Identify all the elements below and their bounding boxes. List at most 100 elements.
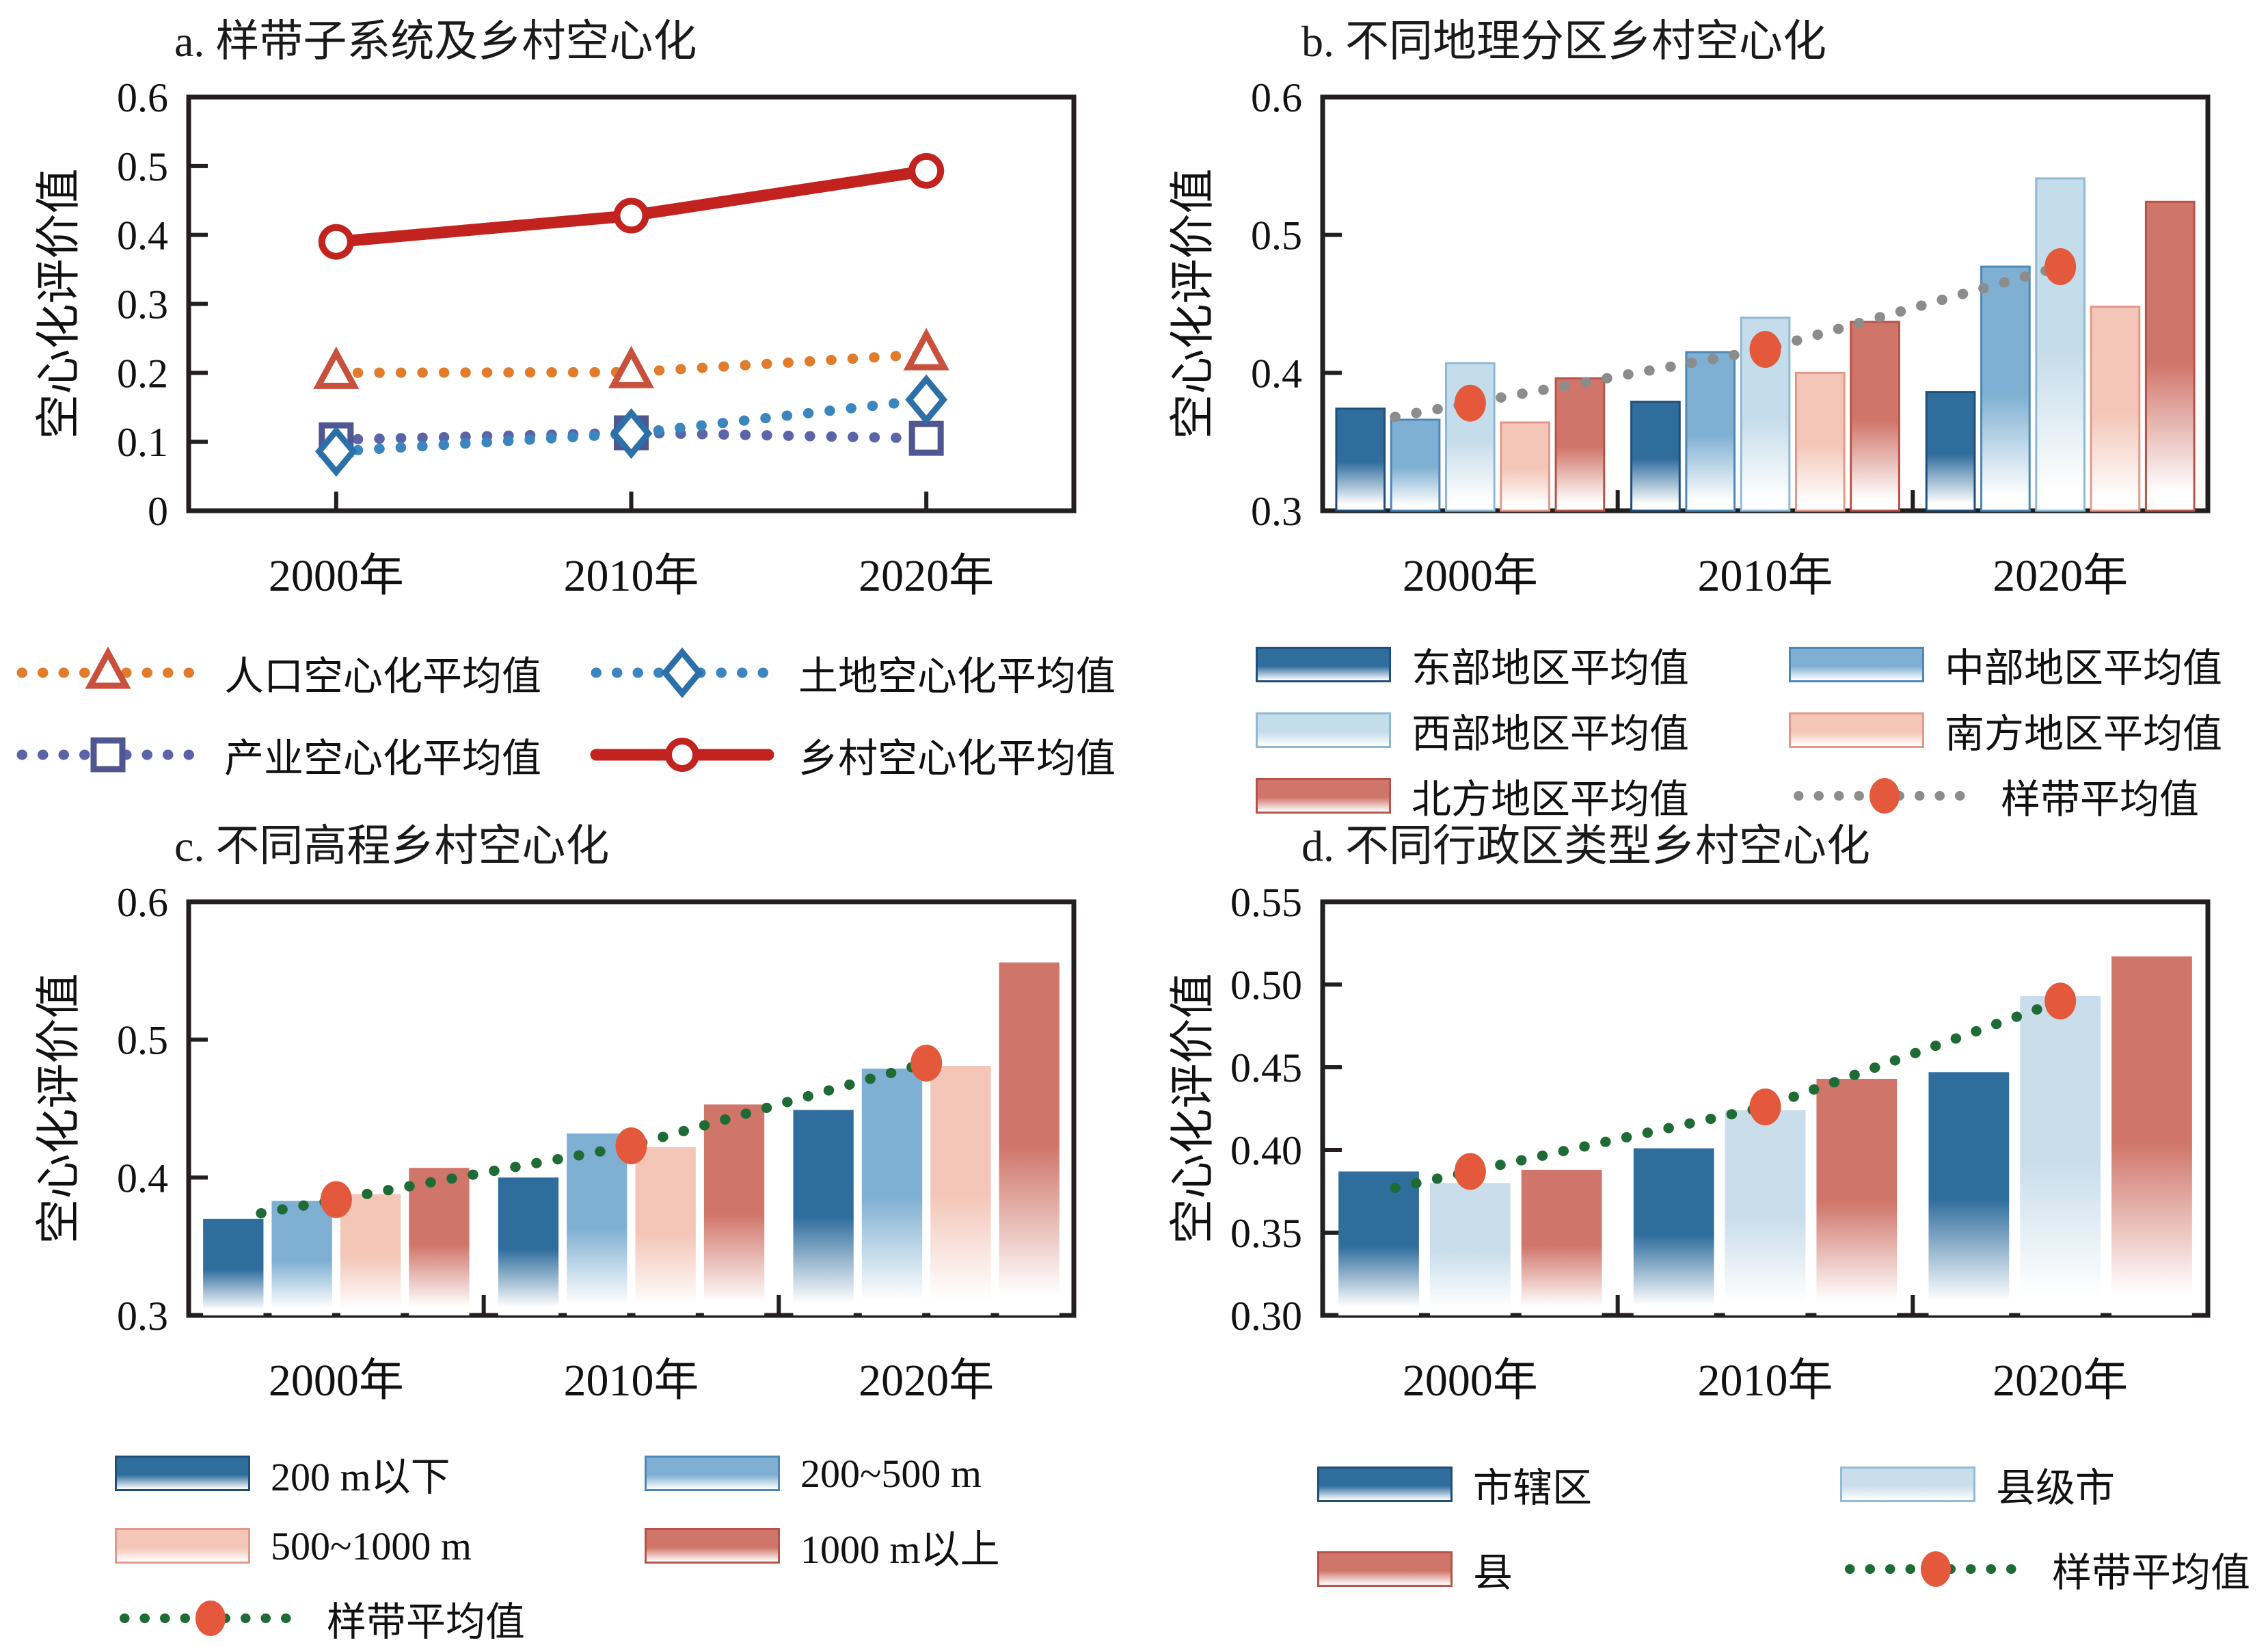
svg-text:0: 0 [148,489,168,534]
legend-item: 土地空心化平均值 [586,644,1134,701]
legend-item: 北方地区平均值 [1256,767,1789,825]
legend-label: 200 m以下 [271,1455,450,1500]
svg-text:0.6: 0.6 [1251,75,1302,120]
legend-label: 200~500 m [800,1451,982,1496]
dotted-line-square-swatch-icon [16,737,200,773]
svg-text:0.5: 0.5 [1251,213,1302,258]
panel-b-title: b. 不同地理分区乡村空心化 [1301,17,1826,66]
panel-c-legend: 200 m以下 200~500 m 500~1000 m 1000 m以上样带平均值 [115,1445,1134,1647]
legend-label: 500~1000 m [271,1523,472,1568]
legend-item: 样带平均值 [1789,767,2268,825]
legend-item: 市辖区 [1317,1456,1840,1513]
legend-item: 西部地区平均值 [1256,701,1789,759]
svg-text:0.55: 0.55 [1230,880,1302,925]
svg-text:0.3: 0.3 [117,1294,168,1339]
legend-label: 县级市 [1996,1466,2116,1511]
bar-swatch-icon [1256,647,1391,683]
legend-label: 东部地区平均值 [1412,646,1690,691]
legend-item: 200~500 m [645,1451,1134,1497]
legend-label: 产业空心化平均值 [224,736,542,781]
dotted-line-diamond-swatch-icon [591,647,774,699]
svg-text:2000年: 2000年 [269,1356,404,1406]
svg-text:0.1: 0.1 [117,420,168,466]
panel-d: d. 不同行政区类型乡村空心化 0.30 0.35 0.40 0.45 0.50 0.55… [1134,805,2268,1609]
panel-a-title: a. 样带子系统及乡村空心化 [174,17,697,66]
svg-text:2020年: 2020年 [859,551,994,601]
legend-label: 样带平均值 [2001,777,2200,822]
svg-text:空心化评价值: 空心化评价值 [1168,169,1218,440]
svg-text:0.50: 0.50 [1230,963,1302,1008]
svg-text:2000年: 2000年 [1403,551,1538,601]
svg-text:0.5: 0.5 [117,144,168,189]
legend-label: 北方地区平均值 [1412,777,1690,822]
svg-text:2000年: 2000年 [269,551,404,601]
panel-b-chart-svg: 0.3 0.4 0.5 0.6 2000年 2010年 2020年 空心化评价值 [1168,75,2211,601]
legend-item: 乡村空心化平均值 [586,726,1134,784]
legend-item: 样带平均值 [1840,1540,2268,1598]
legend-item: 县 [1317,1540,1840,1598]
legend-label: 西部地区平均值 [1412,712,1690,757]
dotted-line-dot-swatch-icon [1845,1551,2027,1588]
svg-text:0.4: 0.4 [1251,351,1302,397]
svg-text:0.4: 0.4 [117,213,168,258]
bar-swatch-icon [115,1456,250,1492]
panel-a-chart-svg: 0 0.1 0.2 0.3 0.4 0.5 0.6 2000年 2010年 2020年 空心化评价值 [34,75,1077,601]
bar-swatch-icon [1256,778,1391,814]
svg-text:0.45: 0.45 [1230,1045,1302,1090]
legend-item: 500~1000 m [115,1523,645,1569]
svg-text:2010年: 2010年 [564,1356,699,1406]
bar-swatch-icon [1317,1467,1453,1503]
bar-swatch-icon [1317,1551,1453,1588]
panel-d-legend: 市辖区 县级市县 样带平均值 [1317,1456,2268,1598]
panel-c-chart-svg: 0.3 0.4 0.5 0.6 2000年 2010年 2020年 空心化评价值 [34,880,1077,1406]
bar-swatch-icon [1789,647,1924,683]
svg-text:0.6: 0.6 [117,75,168,120]
panel-a-chart-area: 0 0.1 0.2 0.3 0.4 0.5 0.6 2000年 2010年 2020年 空心化评价值 [18,70,1132,630]
svg-text:2020年: 2020年 [1993,551,2128,601]
legend-item: 1000 m以上 [645,1517,1134,1575]
panel-d-title: d. 不同行政区类型乡村空心化 [1301,822,1870,870]
dotted-line-dot-swatch-icon [120,1601,301,1637]
legend-label: 人口空心化平均值 [224,654,542,699]
svg-text:空心化评价值: 空心化评价值 [1168,974,1218,1244]
panel-c-title: c. 不同高程乡村空心化 [174,822,610,870]
svg-text:2010年: 2010年 [564,551,699,601]
panel-b-legend: 东部地区平均值 中部地区平均值西部地区平均值 南方地区平均值北方地区平均值 样带平均值 [1256,636,2268,825]
panel-b: b. 不同地理分区乡村空心化 0.3 0.4 0.5 0.6 2000年 2010年 202… [1134,0,2268,822]
solid-line-circle-swatch-icon [590,738,774,773]
legend-label: 南方地区平均值 [1945,712,2223,757]
legend-item: 中部地区平均值 [1789,636,2268,693]
svg-text:2020年: 2020年 [859,1356,994,1406]
legend-item: 样带平均值 [115,1590,645,1647]
svg-text:空心化评价值: 空心化评价值 [34,974,84,1244]
legend-label: 县 [1473,1551,1513,1596]
svg-text:0.40: 0.40 [1230,1128,1302,1173]
bar-swatch-icon [1840,1467,1975,1503]
svg-text:2010年: 2010年 [1698,551,1833,601]
bar-swatch-icon [645,1456,780,1492]
bar-swatch-icon [1789,712,1924,749]
bar-swatch-icon [1256,712,1391,749]
svg-text:0.2: 0.2 [117,351,168,397]
legend-label: 中部地区平均值 [1945,646,2223,691]
bar-swatch-icon [115,1528,250,1564]
legend-label: 市辖区 [1473,1466,1593,1511]
svg-text:0.6: 0.6 [117,880,168,925]
legend-label: 样带平均值 [327,1600,526,1645]
panel-c-chart-area: 0.3 0.4 0.5 0.6 2000年 2010年 2020年 空心化评价值 [18,874,1132,1435]
panel-d-chart-area: 0.30 0.35 0.40 0.45 0.50 0.55 2000年 2010年 2020年 空… [1152,874,2266,1435]
legend-label: 样带平均值 [2052,1551,2251,1596]
legend-item: 200 m以下 [115,1445,645,1502]
legend-item: 县级市 [1840,1456,2268,1513]
svg-text:0.5: 0.5 [117,1018,168,1063]
legend-label: 1000 m以上 [800,1527,1000,1572]
bar-swatch-icon [645,1528,780,1564]
svg-text:2020年: 2020年 [1993,1356,2128,1406]
panel-a-legend: 人口空心化平均值 土地空心化平均值 产业空心化平均值 乡村空心化平均值 [12,644,1134,784]
panel-c: c. 不同高程乡村空心化 0.3 0.4 0.5 0.6 2000年 2010年 2020年… [0,805,1134,1644]
legend-label: 乡村空心化平均值 [798,736,1116,781]
dotted-line-dot-swatch-icon [1794,778,1975,814]
svg-text:0.3: 0.3 [117,282,168,327]
svg-text:2010年: 2010年 [1698,1356,1833,1406]
